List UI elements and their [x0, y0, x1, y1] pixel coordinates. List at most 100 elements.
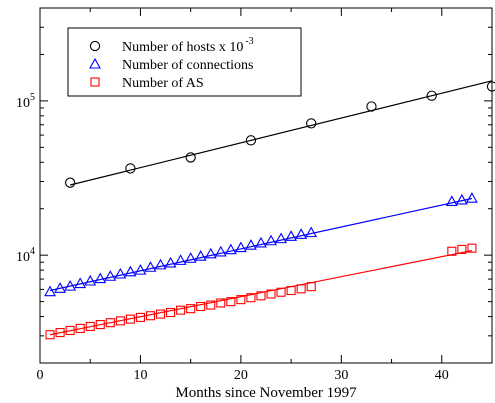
data-point-triangle — [104, 270, 117, 281]
data-point-square — [266, 289, 276, 299]
data-point-triangle — [124, 265, 137, 277]
data-point-triangle — [164, 256, 177, 268]
data-point-triangle — [445, 195, 458, 206]
legend-marker-square — [90, 77, 100, 87]
fit-line-triangle — [49, 197, 473, 292]
data-point-square — [236, 295, 246, 305]
data-point-square — [196, 301, 206, 312]
x-tick-label: 0 — [37, 368, 44, 383]
data-point-square — [135, 312, 145, 322]
data-point-triangle — [44, 285, 56, 297]
data-point-square — [296, 284, 306, 294]
data-point-square — [115, 316, 125, 326]
data-point-square — [276, 287, 286, 297]
data-point-square — [206, 300, 216, 310]
legend-label-text: Number of hosts x 10 — [122, 40, 243, 55]
data-point-triangle — [184, 252, 197, 263]
y-tick-label: 105 — [16, 92, 35, 111]
data-point-triangle — [275, 232, 288, 244]
data-point-triangle — [64, 279, 77, 291]
data-markers — [44, 81, 495, 340]
data-point-square — [226, 297, 236, 307]
data-point-square — [286, 285, 296, 296]
data-point-square — [467, 243, 477, 253]
y-tick-label: 104 — [16, 246, 35, 265]
legend-label-text: Number of connections — [122, 58, 253, 73]
fit-line-circle — [69, 80, 493, 186]
data-point-triangle — [174, 254, 187, 265]
legend: Number of hosts x 10 -3 Number of connecti… — [67, 27, 302, 97]
data-point-circle — [185, 152, 196, 163]
legend-label-superscript: -3 — [245, 36, 253, 47]
data-point-square — [176, 305, 186, 315]
data-point-triangle — [455, 193, 468, 205]
data-point-circle — [64, 177, 76, 188]
data-point-square — [55, 328, 65, 338]
data-point-triangle — [295, 228, 308, 239]
data-point-triangle — [234, 241, 247, 253]
data-point-square — [105, 318, 115, 328]
legend-label: Number of hosts x 10 -3 — [122, 36, 254, 55]
data-point-square — [246, 293, 256, 303]
data-point-square — [457, 244, 467, 254]
data-point-square — [65, 325, 75, 336]
data-point-triangle — [134, 263, 147, 275]
legend-label: Number of connections — [122, 58, 253, 73]
data-point-triangle — [54, 282, 67, 293]
x-tick-label: 30 — [334, 368, 348, 383]
data-point-triangle — [144, 261, 157, 272]
data-point-square — [186, 304, 196, 314]
data-point-square — [447, 246, 457, 256]
data-point-triangle — [194, 250, 207, 261]
data-point-circle — [366, 101, 377, 112]
data-point-square — [125, 314, 135, 324]
legend-marker-circle — [89, 40, 101, 52]
data-point-circle — [426, 90, 437, 101]
data-point-square — [95, 320, 105, 330]
data-point-square — [306, 282, 316, 292]
y-tick-label-base: 10 — [16, 250, 30, 265]
data-point-triangle — [114, 267, 127, 279]
data-point-square — [45, 330, 55, 340]
data-point-circle — [306, 118, 317, 129]
legend-label-text: Number of AS — [122, 76, 204, 91]
data-point-square — [75, 323, 85, 333]
data-point-triangle — [154, 258, 167, 270]
x-tick-label: 10 — [133, 368, 147, 383]
y-tick-label-exponent: 4 — [30, 246, 35, 257]
data-point-triangle — [285, 230, 298, 241]
legend-marker-triangle — [89, 57, 101, 69]
data-point-triangle — [265, 234, 277, 246]
data-point-square — [85, 321, 95, 332]
data-point-circle — [125, 163, 136, 174]
plot-frame — [39, 7, 493, 364]
x-tick-label: 40 — [435, 368, 449, 383]
legend-label: Number of AS — [122, 76, 204, 91]
legend-box — [67, 27, 302, 97]
data-point-triangle — [244, 239, 257, 250]
y-tick-label-exponent: 5 — [30, 92, 35, 103]
fit-line-square — [49, 250, 473, 336]
data-point-triangle — [84, 274, 97, 286]
data-point-circle — [245, 135, 257, 146]
data-point-square — [256, 291, 266, 301]
x-tick-label: 20 — [234, 368, 248, 383]
data-point-triangle — [305, 226, 318, 238]
data-point-square — [145, 311, 156, 321]
data-point-triangle — [255, 236, 267, 248]
data-point-triangle — [214, 245, 227, 257]
x-axis-label: Months since November 1997 — [175, 385, 357, 401]
data-point-square — [166, 307, 176, 318]
data-point-triangle — [204, 247, 217, 259]
data-point-circle — [486, 81, 495, 92]
data-point-square — [216, 298, 226, 308]
data-point-triangle — [74, 277, 87, 289]
data-point-triangle — [465, 192, 478, 203]
data-point-triangle — [224, 243, 237, 255]
fit-lines — [49, 80, 493, 336]
data-point-square — [155, 309, 166, 319]
data-point-triangle — [94, 272, 107, 284]
y-tick-label-base: 10 — [16, 96, 30, 111]
